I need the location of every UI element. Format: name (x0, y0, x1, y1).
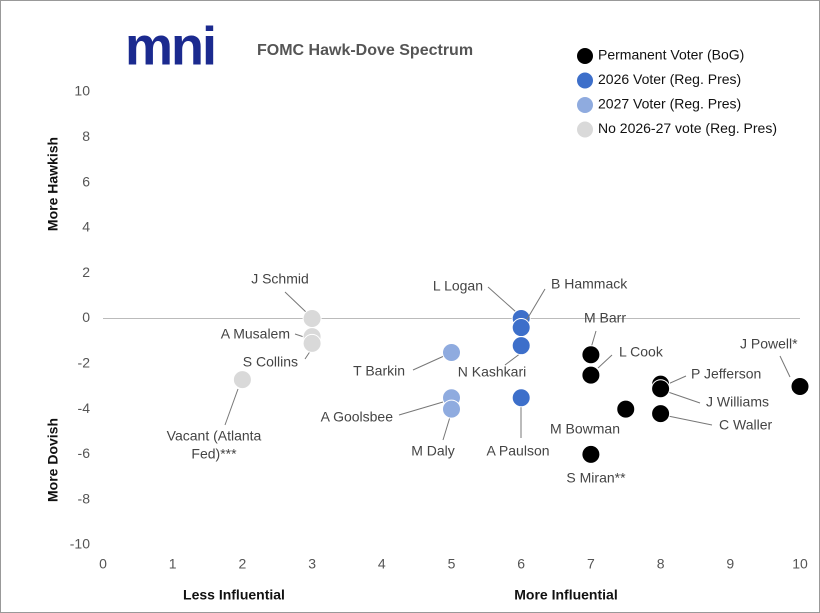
point (651, 404, 671, 424)
y-tick-label: 2 (82, 264, 90, 280)
leader-line (667, 375, 687, 385)
y-tick-label: 6 (82, 173, 90, 189)
y-axis-label: More Dovish (45, 418, 61, 502)
y-axis-label: More Hawkish (45, 137, 61, 231)
legend-swatch (577, 72, 593, 89)
leader-line (412, 355, 445, 371)
legend-swatch (577, 97, 593, 113)
point-label: M Daly (411, 443, 455, 459)
point-label: A Paulson (486, 443, 549, 459)
leader-line (667, 391, 701, 404)
point (581, 365, 601, 385)
x-tick-label: 4 (378, 556, 386, 572)
leader-line (590, 330, 597, 349)
point (442, 399, 461, 419)
x-tick-label: 9 (726, 556, 734, 572)
x-tick-label: 10 (792, 556, 808, 572)
legend-label: Permanent Voter (BoG) (598, 47, 744, 63)
legend-label: No 2026-27 vote (Reg. Pres) (598, 120, 777, 136)
x-tick-label: 7 (587, 556, 595, 572)
point-label: T Barkin (353, 363, 405, 379)
point-label: M Barr (584, 310, 626, 326)
legend-swatch (577, 48, 593, 64)
point (511, 318, 531, 338)
y-tick-label: -6 (78, 445, 91, 461)
x-tick-label: 3 (308, 556, 316, 572)
y-tick-label: -8 (78, 490, 91, 506)
point-label: B Hammack (551, 276, 628, 292)
y-tick-label: 8 (82, 128, 90, 144)
y-tick-label: 0 (82, 309, 90, 325)
x-tick-label: 0 (99, 556, 107, 572)
point-label: Vacant (Atlanta (167, 428, 262, 444)
point (581, 444, 601, 464)
point (302, 333, 322, 353)
logo: mni (125, 16, 215, 76)
point (511, 388, 531, 408)
point (302, 309, 322, 328)
leader-line (442, 416, 451, 441)
point-label: S Collins (243, 354, 298, 370)
point-label: J Williams (706, 394, 769, 410)
point-label: C Waller (719, 417, 772, 433)
x-axis-label: Less Influential (183, 587, 285, 603)
leader-line (597, 354, 613, 369)
y-tick-label: 4 (82, 219, 90, 235)
point (581, 345, 601, 365)
point-label: S Miran** (566, 470, 626, 486)
point-label: J Powell* (740, 336, 798, 352)
legend-label: 2026 Voter (Reg. Pres) (598, 71, 741, 87)
x-tick-label: 8 (657, 556, 665, 572)
point (616, 399, 636, 419)
point (442, 342, 461, 362)
point-label: P Jefferson (691, 366, 761, 382)
leader-line (667, 415, 713, 426)
legend-swatch (577, 121, 593, 138)
chart-title: FOMC Hawk-Dove Spectrum (257, 42, 473, 59)
leader-line (779, 355, 791, 378)
legend-label: 2027 Voter (Reg. Pres) (598, 96, 741, 112)
leader-line (284, 291, 308, 314)
point-label: J Schmid (251, 271, 309, 287)
point (790, 376, 810, 396)
y-tick-label: 10 (74, 83, 90, 99)
point-label: A Goolsbee (321, 409, 394, 425)
leader-line (398, 401, 444, 416)
leader-line (224, 388, 239, 426)
x-tick-label: 1 (169, 556, 177, 572)
point-label: L Cook (619, 344, 664, 360)
point (651, 379, 671, 399)
point (232, 370, 252, 390)
leader-line (525, 288, 546, 322)
leader-line (504, 352, 522, 366)
point-label: Fed)*** (191, 446, 237, 462)
leader-line (487, 286, 517, 313)
point-label: N Kashkari (458, 364, 526, 380)
leader-line (294, 333, 305, 338)
x-tick-label: 2 (239, 556, 247, 572)
y-tick-label: -2 (78, 355, 91, 371)
y-tick-label: -10 (70, 536, 90, 552)
point-label: A Musalem (221, 326, 290, 342)
y-tick-label: -4 (78, 400, 91, 416)
point-label: M Bowman (550, 421, 620, 437)
x-axis-label: More Influential (514, 587, 617, 603)
x-tick-label: 5 (448, 556, 456, 572)
x-tick-label: 6 (517, 556, 525, 572)
point (511, 336, 531, 356)
point-label: L Logan (433, 278, 483, 294)
